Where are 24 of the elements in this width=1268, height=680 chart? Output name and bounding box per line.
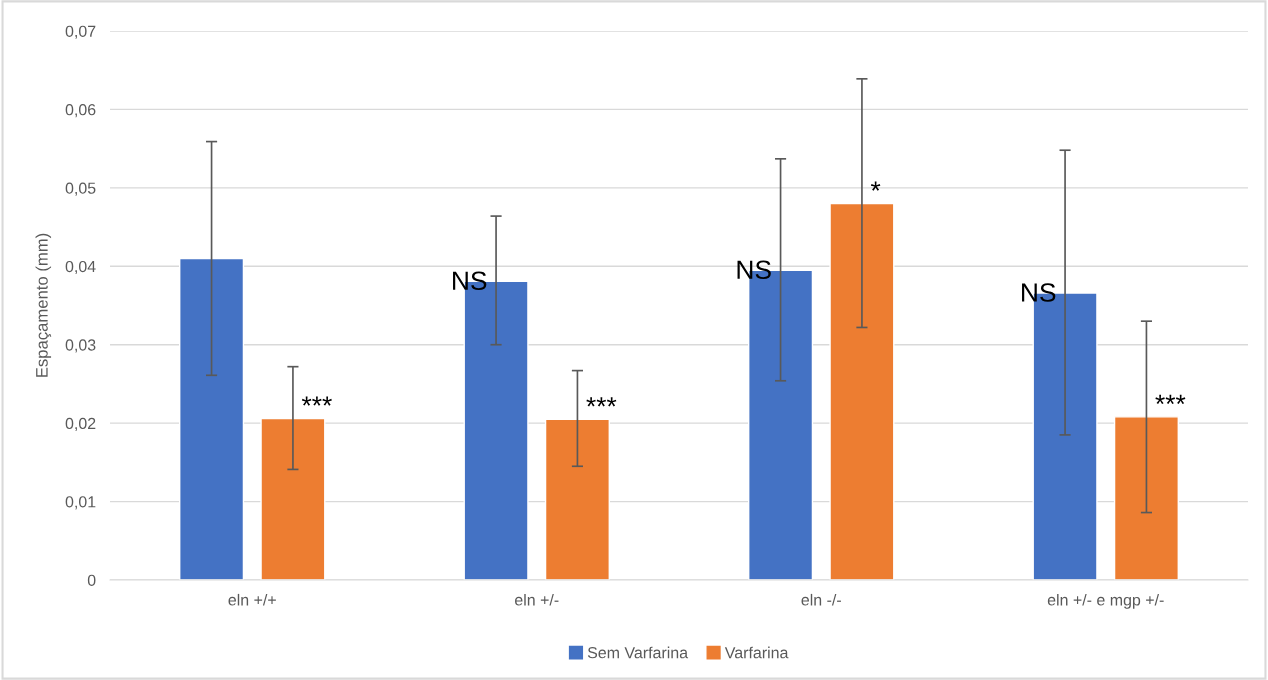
annotation: *** xyxy=(1155,394,1186,405)
y-tick-label: 0,06 xyxy=(65,104,96,118)
y-axis-title: Espaçamento (mm) xyxy=(35,233,52,377)
bar xyxy=(179,257,245,580)
y-tick-label: 0,05 xyxy=(65,182,96,196)
y-tick-label: 0,03 xyxy=(65,339,96,353)
y-tick-label: 0,01 xyxy=(65,496,96,510)
x-tick-label: eln -/- xyxy=(801,593,841,606)
annotation: *** xyxy=(301,396,332,406)
annotation: * xyxy=(870,181,881,191)
y-tick-label: 0,07 xyxy=(65,25,96,39)
bar xyxy=(544,418,610,580)
y-tick-label: 0,02 xyxy=(65,417,96,431)
legend-label: Varfarina xyxy=(724,646,789,659)
y-tick-label: 0 xyxy=(87,574,96,586)
x-tick-label: eln +/+ xyxy=(228,593,276,606)
x-tick-label: eln +/- e mgp +/- xyxy=(1047,593,1164,609)
x-tick-label: eln +/- xyxy=(515,593,559,606)
bar xyxy=(1113,416,1179,580)
bar xyxy=(829,202,895,580)
bar xyxy=(260,417,326,580)
y-tick-label: 0,04 xyxy=(65,260,96,275)
annotation: *** xyxy=(586,397,617,407)
legend-label: Sem Varfarina xyxy=(587,646,689,659)
